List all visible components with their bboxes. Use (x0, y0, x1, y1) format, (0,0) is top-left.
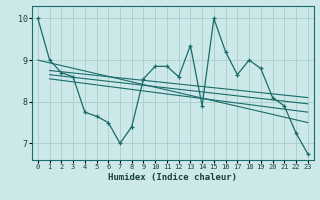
X-axis label: Humidex (Indice chaleur): Humidex (Indice chaleur) (108, 173, 237, 182)
